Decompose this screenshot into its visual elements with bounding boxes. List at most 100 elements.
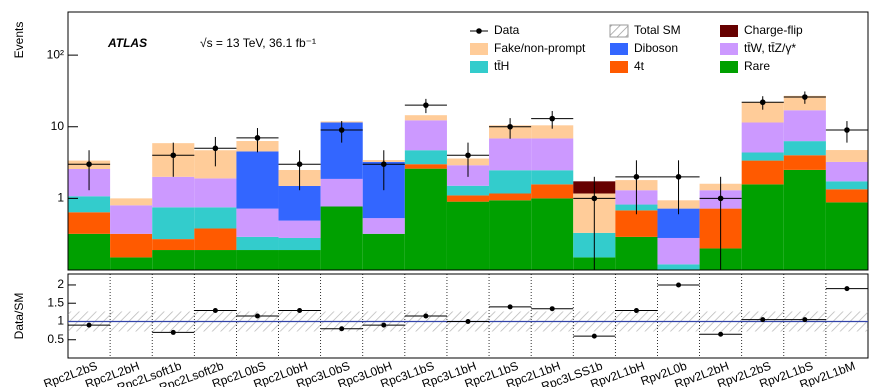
ratio-point (591, 333, 597, 339)
stack-segment (152, 250, 195, 270)
stack-segment (194, 178, 237, 208)
stack-segment (446, 195, 490, 202)
stack-segment (236, 250, 279, 270)
legend-item: Rare (720, 59, 770, 73)
data-point (549, 115, 556, 122)
legend-label: Rare (744, 59, 770, 73)
data-point (254, 135, 261, 141)
stack-segment (446, 201, 490, 270)
experiment-label: ATLAS (107, 36, 147, 50)
stack-segment (110, 205, 153, 234)
stack-segment (615, 210, 658, 237)
energy-label: √s = 13 TeV, 36.1 fb⁻¹ (200, 36, 316, 50)
ratio-point (676, 282, 682, 288)
legend-label: Diboson (634, 41, 678, 55)
ratio-point (254, 313, 260, 319)
stack-segment (278, 237, 321, 251)
stack-segment (489, 170, 532, 194)
stack-segment (741, 160, 784, 185)
legend-item: tt̄W, tt̄Z/γ* (720, 41, 796, 55)
ratio-tick-label: 1 (57, 314, 64, 328)
stack-segment (783, 169, 826, 270)
data-point (212, 145, 219, 152)
stack-segment (783, 110, 826, 142)
data-point (675, 174, 682, 180)
ratio-point (760, 317, 766, 323)
legend-label: tt̄W, tt̄Z/γ* (744, 41, 796, 55)
stack-segment (194, 250, 237, 270)
data-point (633, 174, 640, 180)
data-point (296, 161, 303, 168)
stack-segment (489, 138, 532, 171)
ratio-point (549, 306, 555, 312)
ratio-point (297, 308, 303, 314)
data-point (802, 94, 808, 100)
main-frame (67, 11, 869, 271)
y-tick-label: 10 (51, 119, 65, 133)
stack-segment (741, 184, 784, 270)
stack-segment (783, 141, 826, 156)
ratio-point (465, 318, 471, 324)
y-tick-label: 1 (57, 191, 64, 205)
ratio-point (633, 308, 639, 314)
stack-segment (194, 207, 237, 229)
legend-swatch (470, 43, 488, 55)
legend-marker (476, 28, 482, 34)
stack-segment (194, 228, 237, 251)
legend-swatch (720, 25, 738, 37)
stack-segment (404, 150, 447, 165)
legend-swatch (609, 24, 629, 38)
legend-label: Total SM (634, 23, 681, 37)
stack-segment (110, 233, 153, 258)
data-point (380, 161, 387, 168)
stack-segment (110, 198, 153, 206)
legend-swatch (720, 61, 738, 73)
stack-segment (68, 196, 111, 213)
stack-segment (615, 236, 658, 270)
legend-item: Charge-flip (720, 23, 803, 37)
stack-segment (489, 200, 532, 270)
ratio-point (507, 304, 513, 310)
data-point (759, 99, 766, 106)
stack-segment (320, 178, 363, 207)
data-point (423, 102, 429, 108)
stack-segment (825, 181, 868, 190)
ratio-point (170, 329, 176, 335)
data-point (170, 152, 177, 159)
ratio-point (212, 308, 218, 314)
stack-segment (68, 212, 111, 234)
y-tick-label: 10² (47, 47, 64, 61)
stack-segment (404, 164, 447, 169)
stack-segment (278, 185, 321, 221)
legend-label: tt̄H (494, 59, 509, 73)
legend-label: Charge-flip (744, 23, 803, 37)
legend-item: Diboson (610, 41, 678, 55)
stack-segment (657, 264, 700, 270)
legend-item: Fake/non-prompt (470, 41, 586, 55)
stack-segment (110, 257, 153, 270)
stack-segment (657, 237, 700, 265)
stack-segment (825, 161, 868, 182)
legend-label: Fake/non-prompt (494, 41, 586, 55)
stack-segment (825, 189, 868, 203)
data-point (507, 123, 513, 130)
stack-segment (531, 138, 574, 171)
ratio-point (718, 331, 724, 337)
data-point (591, 195, 598, 202)
stack-segment (531, 170, 574, 185)
stack-segment (741, 122, 784, 153)
ratio-tick-label: 2 (57, 277, 64, 291)
stack-segment (278, 250, 321, 270)
legend-swatch (470, 61, 488, 73)
stack-segment (531, 125, 574, 139)
stack-segment (531, 198, 574, 270)
stack-segment (446, 185, 490, 196)
stack-segment (825, 202, 868, 270)
ratio-point (339, 326, 345, 332)
ratio-point (381, 322, 387, 328)
stack-segment (489, 193, 532, 201)
stack-segment (236, 151, 279, 209)
ratio-point (802, 317, 808, 323)
stack-segment (404, 115, 447, 121)
